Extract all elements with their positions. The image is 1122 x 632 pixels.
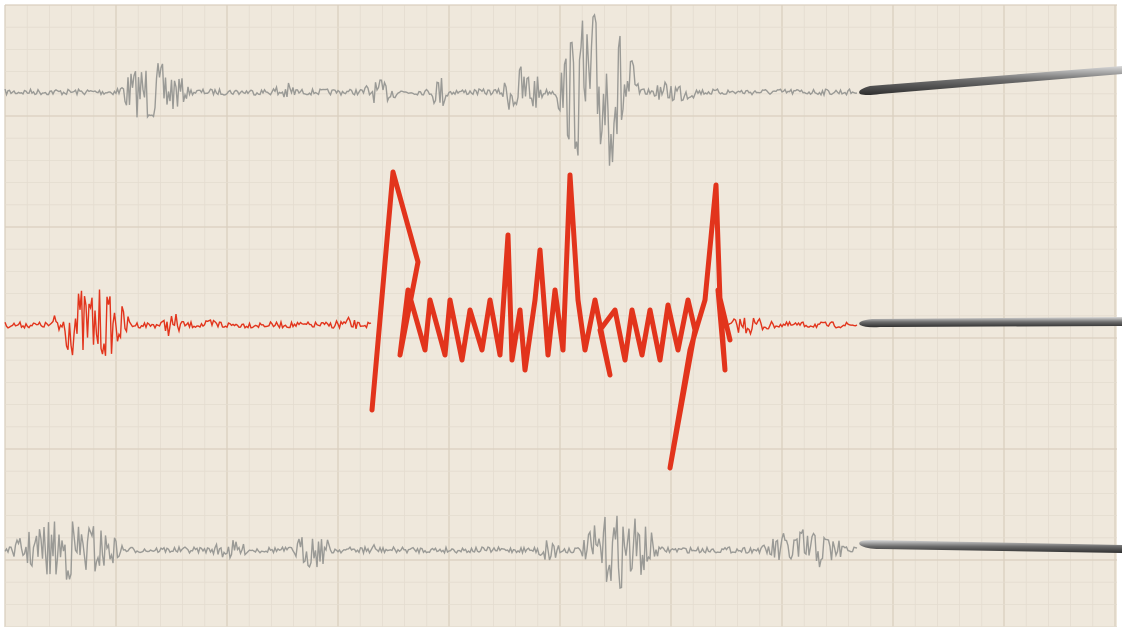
trace-middle [4,289,858,356]
paper-grid [4,4,1117,627]
trace-bottom [4,515,858,589]
signature-trace [369,169,733,471]
needle [859,66,1122,95]
needles [859,66,1122,553]
traces [4,13,858,589]
trace-top [4,13,858,166]
needle [859,540,1122,553]
needle [859,317,1122,328]
